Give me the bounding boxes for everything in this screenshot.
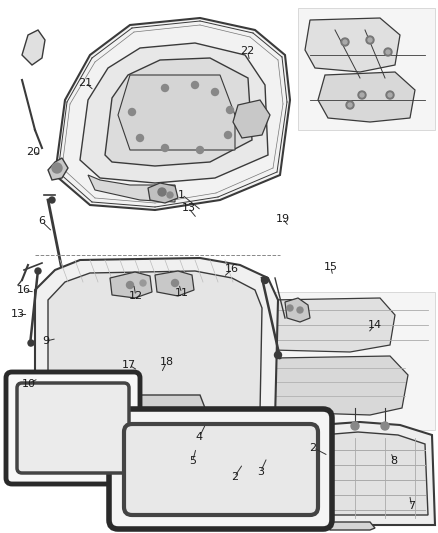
Circle shape xyxy=(52,163,62,173)
Text: 2: 2 xyxy=(310,443,317,453)
Circle shape xyxy=(360,93,364,97)
Circle shape xyxy=(386,91,394,99)
Polygon shape xyxy=(298,8,435,130)
Circle shape xyxy=(140,280,146,286)
Circle shape xyxy=(162,85,169,92)
Polygon shape xyxy=(285,298,310,322)
FancyBboxPatch shape xyxy=(109,409,332,529)
Circle shape xyxy=(366,36,374,44)
Polygon shape xyxy=(318,72,415,122)
Text: 19: 19 xyxy=(276,214,290,223)
Polygon shape xyxy=(118,75,235,150)
Text: 21: 21 xyxy=(78,78,92,87)
Polygon shape xyxy=(35,258,278,420)
Text: 16: 16 xyxy=(17,286,31,295)
Text: 16: 16 xyxy=(225,264,239,274)
Text: 2: 2 xyxy=(231,472,238,482)
Polygon shape xyxy=(105,58,252,166)
Circle shape xyxy=(197,147,204,154)
Text: 15: 15 xyxy=(324,262,338,271)
Circle shape xyxy=(384,48,392,56)
Circle shape xyxy=(297,307,303,313)
Circle shape xyxy=(346,101,354,109)
Text: 20: 20 xyxy=(26,147,40,157)
Circle shape xyxy=(348,103,352,107)
Text: 7: 7 xyxy=(408,502,415,511)
Text: 11: 11 xyxy=(175,288,189,298)
Circle shape xyxy=(341,38,349,46)
Text: 12: 12 xyxy=(129,291,143,301)
FancyBboxPatch shape xyxy=(124,424,318,515)
Circle shape xyxy=(226,107,233,114)
Polygon shape xyxy=(22,30,45,65)
Polygon shape xyxy=(148,183,178,203)
Polygon shape xyxy=(303,432,428,515)
Circle shape xyxy=(137,134,144,141)
Polygon shape xyxy=(75,395,205,415)
Polygon shape xyxy=(264,298,395,352)
Polygon shape xyxy=(262,292,435,430)
Circle shape xyxy=(388,93,392,97)
Circle shape xyxy=(386,50,390,54)
Polygon shape xyxy=(48,158,68,180)
Polygon shape xyxy=(295,422,435,525)
Circle shape xyxy=(291,422,299,430)
Circle shape xyxy=(162,144,169,151)
Polygon shape xyxy=(110,272,152,298)
Text: 5: 5 xyxy=(189,456,196,466)
Text: 3: 3 xyxy=(257,467,264,477)
Text: 22: 22 xyxy=(240,46,254,55)
Text: 9: 9 xyxy=(42,336,49,346)
Circle shape xyxy=(381,422,389,430)
FancyBboxPatch shape xyxy=(6,372,140,484)
Polygon shape xyxy=(155,271,194,296)
Text: 13: 13 xyxy=(181,203,195,213)
Circle shape xyxy=(128,109,135,116)
Polygon shape xyxy=(233,100,270,138)
Polygon shape xyxy=(305,18,400,72)
Polygon shape xyxy=(80,43,268,183)
Text: 18: 18 xyxy=(159,358,173,367)
Text: 1: 1 xyxy=(178,190,185,199)
Text: 13: 13 xyxy=(11,310,25,319)
Polygon shape xyxy=(55,18,290,210)
Circle shape xyxy=(49,197,55,203)
Circle shape xyxy=(172,279,179,287)
Circle shape xyxy=(368,38,372,42)
Circle shape xyxy=(275,351,282,359)
Circle shape xyxy=(321,422,329,430)
Text: 14: 14 xyxy=(367,320,381,330)
Circle shape xyxy=(191,82,198,88)
Text: 10: 10 xyxy=(21,379,35,389)
Text: 4: 4 xyxy=(196,432,203,442)
Text: 8: 8 xyxy=(391,456,398,466)
Circle shape xyxy=(158,188,166,196)
Circle shape xyxy=(127,281,134,288)
Polygon shape xyxy=(266,356,408,415)
Circle shape xyxy=(261,277,268,284)
Text: 17: 17 xyxy=(122,360,136,370)
Circle shape xyxy=(35,268,41,274)
Circle shape xyxy=(167,192,173,198)
Circle shape xyxy=(28,340,34,346)
Circle shape xyxy=(287,305,293,311)
Circle shape xyxy=(351,422,359,430)
Circle shape xyxy=(225,132,232,139)
Polygon shape xyxy=(88,175,175,202)
Polygon shape xyxy=(48,271,262,412)
Polygon shape xyxy=(330,522,375,530)
Circle shape xyxy=(343,40,347,44)
Text: 6: 6 xyxy=(38,216,45,226)
Circle shape xyxy=(358,91,366,99)
Circle shape xyxy=(212,88,219,95)
FancyBboxPatch shape xyxy=(17,383,129,473)
